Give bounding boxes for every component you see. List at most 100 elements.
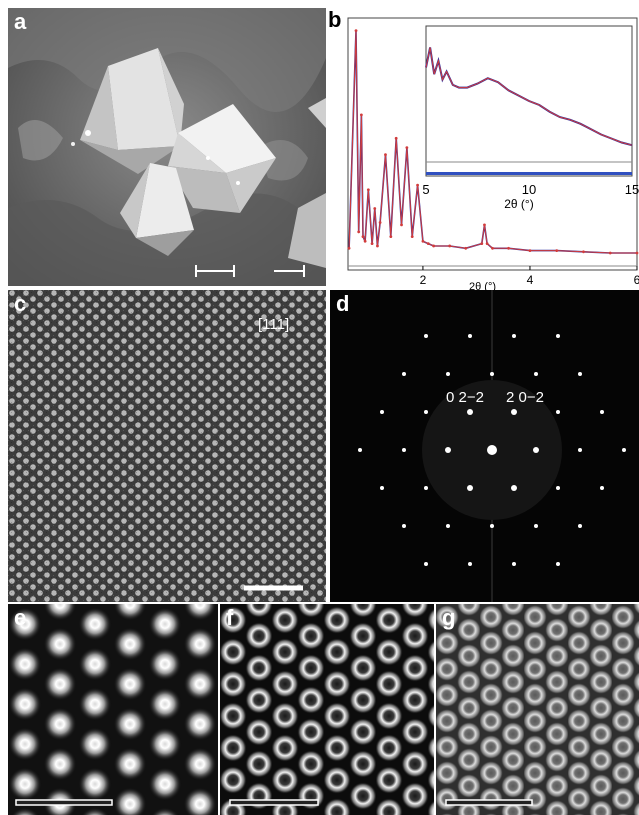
main-data-point (366, 188, 370, 192)
fft-spot (533, 447, 539, 453)
fft-spot (468, 334, 472, 338)
fft-spot (622, 448, 626, 452)
fft-spot (490, 372, 494, 376)
fft-center-spot (487, 445, 497, 455)
main-data-point (394, 136, 398, 140)
fft-spot (402, 372, 406, 376)
main-data-point (373, 207, 377, 210)
sem-crystals-image (8, 8, 326, 286)
panel-label-c: c (14, 291, 27, 316)
main-plot-frame (347, 17, 638, 271)
fft-spot (380, 486, 384, 490)
fft-spot (424, 562, 428, 566)
fft-spot (446, 524, 450, 528)
fft-spot (424, 410, 428, 414)
main-data-point (480, 242, 484, 246)
panel-label-g: g (442, 605, 456, 630)
fft-spot (556, 562, 560, 566)
panel-label-e: e (14, 605, 27, 630)
main-data-point (361, 235, 365, 239)
panel-label-a: a (14, 9, 27, 34)
main-data-point (491, 246, 494, 250)
panel-g: g (436, 604, 639, 815)
main-data-point (426, 242, 430, 246)
zone-axis-label: [111] (258, 316, 290, 333)
spot-index-left: 0 2−2 (446, 389, 484, 406)
main-data-point (464, 246, 468, 250)
fft-spot (534, 524, 538, 528)
main-data-point (528, 249, 532, 253)
simulated-image-e (8, 604, 218, 815)
main-x-tick-label: 2 (420, 273, 427, 287)
panel-label-b: b (328, 8, 342, 32)
main-data-point (405, 146, 409, 150)
inset-x-tick-label: 15 (625, 182, 639, 197)
main-x-tick-label: 6 (634, 273, 639, 287)
fft-spot (446, 372, 450, 376)
fft-spot (467, 409, 473, 415)
fft-spot (556, 486, 560, 490)
fft-spot (512, 334, 516, 338)
main-data-point (400, 223, 403, 227)
xrd-chart: 2 4 6 2θ (°) 5 10 15 2θ (°) (347, 17, 639, 290)
main-data-point (416, 183, 419, 187)
fft-spot (380, 410, 384, 414)
fft-spot (556, 334, 560, 338)
fft-spot (578, 372, 582, 376)
panel-e: e (8, 604, 218, 815)
main-data-point (347, 246, 351, 250)
fft-spot (512, 562, 516, 566)
fft-spot (490, 524, 494, 528)
fft-spot (402, 448, 406, 452)
main-data-point (363, 239, 367, 243)
main-x-axis-label: 2θ (°) (469, 281, 496, 290)
fft-spot (578, 448, 582, 452)
main-data-point (483, 223, 486, 227)
panel-c: c [111] (8, 290, 326, 602)
fft-spot (600, 486, 604, 490)
main-data-point (389, 235, 393, 239)
fft-pattern-image (358, 290, 626, 602)
main-data-point (410, 235, 414, 239)
fft-spot (600, 410, 604, 414)
simulated-image-g (436, 604, 639, 815)
fft-spot (467, 485, 473, 491)
tem-lattice-image (8, 290, 326, 602)
inset-reflection-ticks (426, 172, 632, 175)
main-data-point (359, 113, 363, 117)
fft-spot (402, 524, 406, 528)
simulated-image-f (220, 604, 434, 815)
main-data-point (354, 29, 358, 33)
spot-index-right: 2 0−2 (506, 389, 544, 406)
panel-b: 2 4 6 2θ (°) 5 10 15 2θ (°) b (328, 8, 639, 290)
fft-spot (468, 562, 472, 566)
inset-x-axis-label: 2θ (°) (504, 197, 533, 211)
main-data-point (357, 230, 361, 234)
main-data-point (378, 221, 382, 224)
fft-spot (445, 447, 451, 453)
inset-x-tick-label: 5 (422, 182, 429, 197)
inset-fit-line (425, 47, 633, 146)
fft-spot (511, 409, 517, 415)
main-data-point (485, 242, 489, 246)
main-data-point (582, 250, 585, 254)
main-data-point (370, 242, 374, 246)
panel-a: a (8, 8, 326, 286)
main-x-tick-label: 4 (527, 273, 534, 287)
main-data-point (507, 246, 510, 250)
main-data-point (448, 244, 452, 248)
fft-spot (424, 486, 428, 490)
panel-label-f: f (226, 605, 234, 630)
panel-d: d 0 2−2 2 0−2 (330, 290, 639, 602)
fft-spot (358, 448, 362, 452)
main-data-point (432, 244, 436, 248)
fft-spot (511, 485, 517, 491)
main-data-point (376, 244, 379, 248)
main-data-point (421, 239, 425, 243)
main-data-point (555, 249, 559, 253)
main-data-point (635, 251, 639, 255)
panel-f: f (220, 604, 434, 815)
fft-spot (556, 410, 560, 414)
fft-spot (534, 372, 538, 376)
main-data-point (384, 153, 387, 157)
